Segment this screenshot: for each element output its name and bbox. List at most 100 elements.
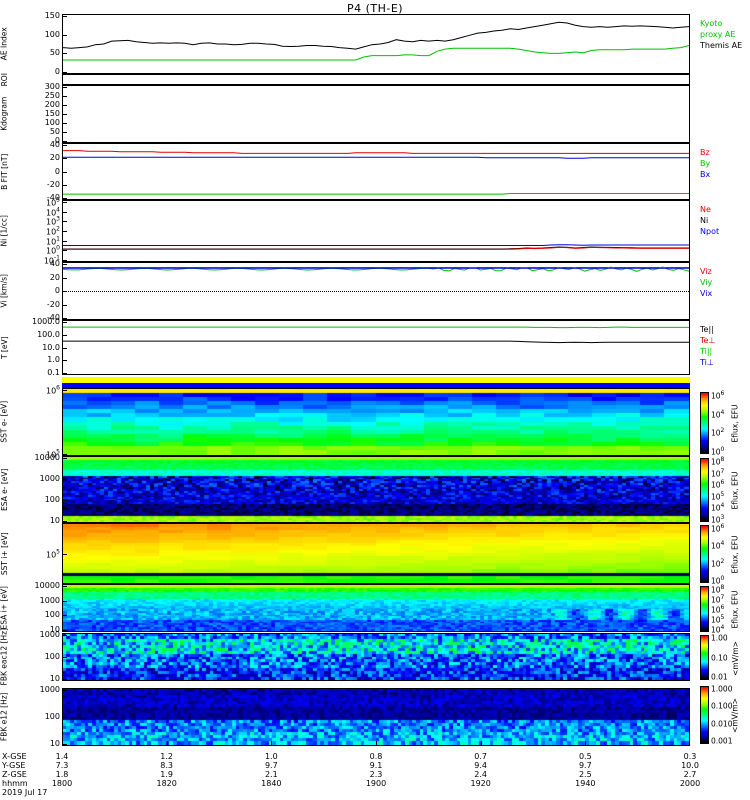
series-line xyxy=(63,150,689,154)
plot-area-b-fit xyxy=(63,144,689,199)
y-tick-label: 0 xyxy=(54,166,60,176)
y-tick-mark xyxy=(62,202,67,203)
colorbar-tick-label: 105 xyxy=(711,490,725,502)
y-axis-ticks-density: 105 104 103 102 101 100 10-1 xyxy=(8,196,60,265)
y-tick-label: 102 xyxy=(45,225,60,237)
y-tick-mark xyxy=(62,260,67,261)
y-tick-label: 105 xyxy=(45,548,60,559)
bottom-axis-value-z_gse: 2.5 xyxy=(578,770,592,779)
spectrogram-esa-ion xyxy=(63,585,689,631)
legend-label: Bx xyxy=(700,170,711,179)
y-axis-ticks-temperature: 1000.0 100.0 10.0 1.0 0.1 xyxy=(8,318,60,377)
y-tick-label: -40 xyxy=(46,193,60,202)
y-tick-label: 103 xyxy=(45,216,60,227)
spectrogram-esa-electron xyxy=(63,457,689,522)
colorbar-tick-label: 0.10 xyxy=(711,652,728,662)
panel-roi xyxy=(62,74,690,85)
series-layer xyxy=(63,21,689,61)
y-tick-label: 0 xyxy=(54,136,60,145)
legend-label: Te|| xyxy=(700,325,714,334)
y-tick-label: 105 xyxy=(45,196,60,208)
y-tick-label: 10000 xyxy=(34,581,60,590)
y-tick-label: -20 xyxy=(46,299,60,309)
y-axis-ticks-fbk-eac12: 1000 100 10 xyxy=(8,630,60,683)
x-tick-mark xyxy=(585,741,587,746)
y-tick-label: 0 xyxy=(54,286,60,295)
x-tick-mark xyxy=(166,741,168,746)
y-tick-label: 100.0 xyxy=(37,329,60,339)
y-tick-label: 10 xyxy=(49,516,60,525)
y-tick-label: 1000 xyxy=(39,630,60,639)
y-tick-mark xyxy=(62,630,67,631)
y-tick-label: -40 xyxy=(46,313,60,322)
legend-label: proxy AE xyxy=(700,30,736,39)
y-tick-label: 100 xyxy=(44,652,60,661)
series-line xyxy=(63,21,689,50)
y-tick-mark xyxy=(62,454,67,455)
y-tick-mark xyxy=(62,72,67,73)
y-axis-ticks-ae-index: 150 100 50 0 xyxy=(8,12,60,76)
bottom-axis-value-x_gse: 0.7 xyxy=(474,752,488,761)
bottom-axis-value-z_gse: 2.3 xyxy=(369,770,383,779)
spectrogram-fbk-e12 xyxy=(63,689,689,745)
y-axis-ticks-b-fit: 40 20 0 -20 -40 xyxy=(8,141,60,202)
y-tick-mark xyxy=(62,231,67,232)
x-tick-mark xyxy=(271,741,273,746)
y-tick-label: 20 xyxy=(49,153,60,163)
y-tick-mark xyxy=(62,690,67,691)
bottom-axis-value-x_gse: 1.0 xyxy=(264,752,278,761)
y-tick-mark xyxy=(62,277,67,279)
y-tick-mark xyxy=(62,16,67,17)
colorbar-tick-label: 108 xyxy=(711,584,725,595)
y-tick-mark xyxy=(62,458,67,459)
y-tick-mark xyxy=(62,123,67,124)
colorbar-tick-label: 0.100 xyxy=(711,701,733,711)
bottom-axis-row-label: X-GSE xyxy=(2,752,27,761)
y-tick-mark xyxy=(62,390,67,391)
bottom-axis-date: 2019 Jul 17 xyxy=(2,788,48,797)
y-tick-mark xyxy=(62,553,67,555)
panel-esa-electron xyxy=(62,456,690,523)
legend-label: Vix xyxy=(700,289,713,298)
y-tick-label: 106 xyxy=(45,384,60,396)
bottom-axis-value-z_gse: 2.1 xyxy=(264,770,278,779)
y-tick-label: 10000 xyxy=(34,453,60,462)
bottom-axis-value-z_gse: 1.9 xyxy=(160,770,174,779)
zero-reference-line xyxy=(63,291,689,292)
y-tick-label: 1000 xyxy=(39,595,60,605)
series-line xyxy=(63,246,689,250)
legend-label: Te⊥ xyxy=(700,336,716,345)
panel-density xyxy=(62,200,690,262)
colorbar-tick-label: 106 xyxy=(711,479,725,490)
legend-label: By xyxy=(700,159,711,168)
y-tick-mark xyxy=(62,615,67,617)
x-tick-mark xyxy=(376,741,377,746)
spectrogram-fbk-eac12 xyxy=(63,634,689,680)
x-tick-mark xyxy=(480,741,482,746)
bottom-axis-value-hhmm: 1800 xyxy=(51,779,73,788)
colorbar-tick-label: 106 xyxy=(711,390,725,401)
y-tick-mark xyxy=(62,360,67,362)
y-tick-mark xyxy=(62,521,67,522)
bottom-axis-value-x_gse: 1.4 xyxy=(55,752,69,761)
y-axis-ticks-esa-electron: 10000 1000 100 10 xyxy=(8,453,60,525)
y-tick-label: 1000 xyxy=(39,474,60,483)
y-tick-mark xyxy=(62,145,67,146)
cb-sst-electron xyxy=(700,392,709,454)
y-tick-label: 100 xyxy=(44,118,60,127)
bottom-axis-value-hhmm: 1920 xyxy=(470,779,491,788)
y-tick-mark xyxy=(62,744,67,745)
colorbar-tick-label: 105 xyxy=(711,614,725,625)
panel-ae-index xyxy=(62,14,690,74)
series-layer xyxy=(63,326,689,344)
colorbar-title: <mV/m> xyxy=(730,698,740,733)
y-tick-label: 10 xyxy=(49,674,60,683)
legend-label: Viy xyxy=(700,278,713,287)
y-tick-label: -20 xyxy=(46,179,60,189)
y-axis-ticks-velocity: 40 20 0 -20 -40 xyxy=(8,260,60,322)
plot-area-esa-electron xyxy=(63,457,689,522)
cb-sst-ion xyxy=(700,525,709,583)
plot-area-sst-ion xyxy=(63,524,689,583)
bottom-axis-value-hhmm: 1900 xyxy=(365,779,387,788)
bottom-axis-value-y_gse: 10.0 xyxy=(681,761,699,770)
